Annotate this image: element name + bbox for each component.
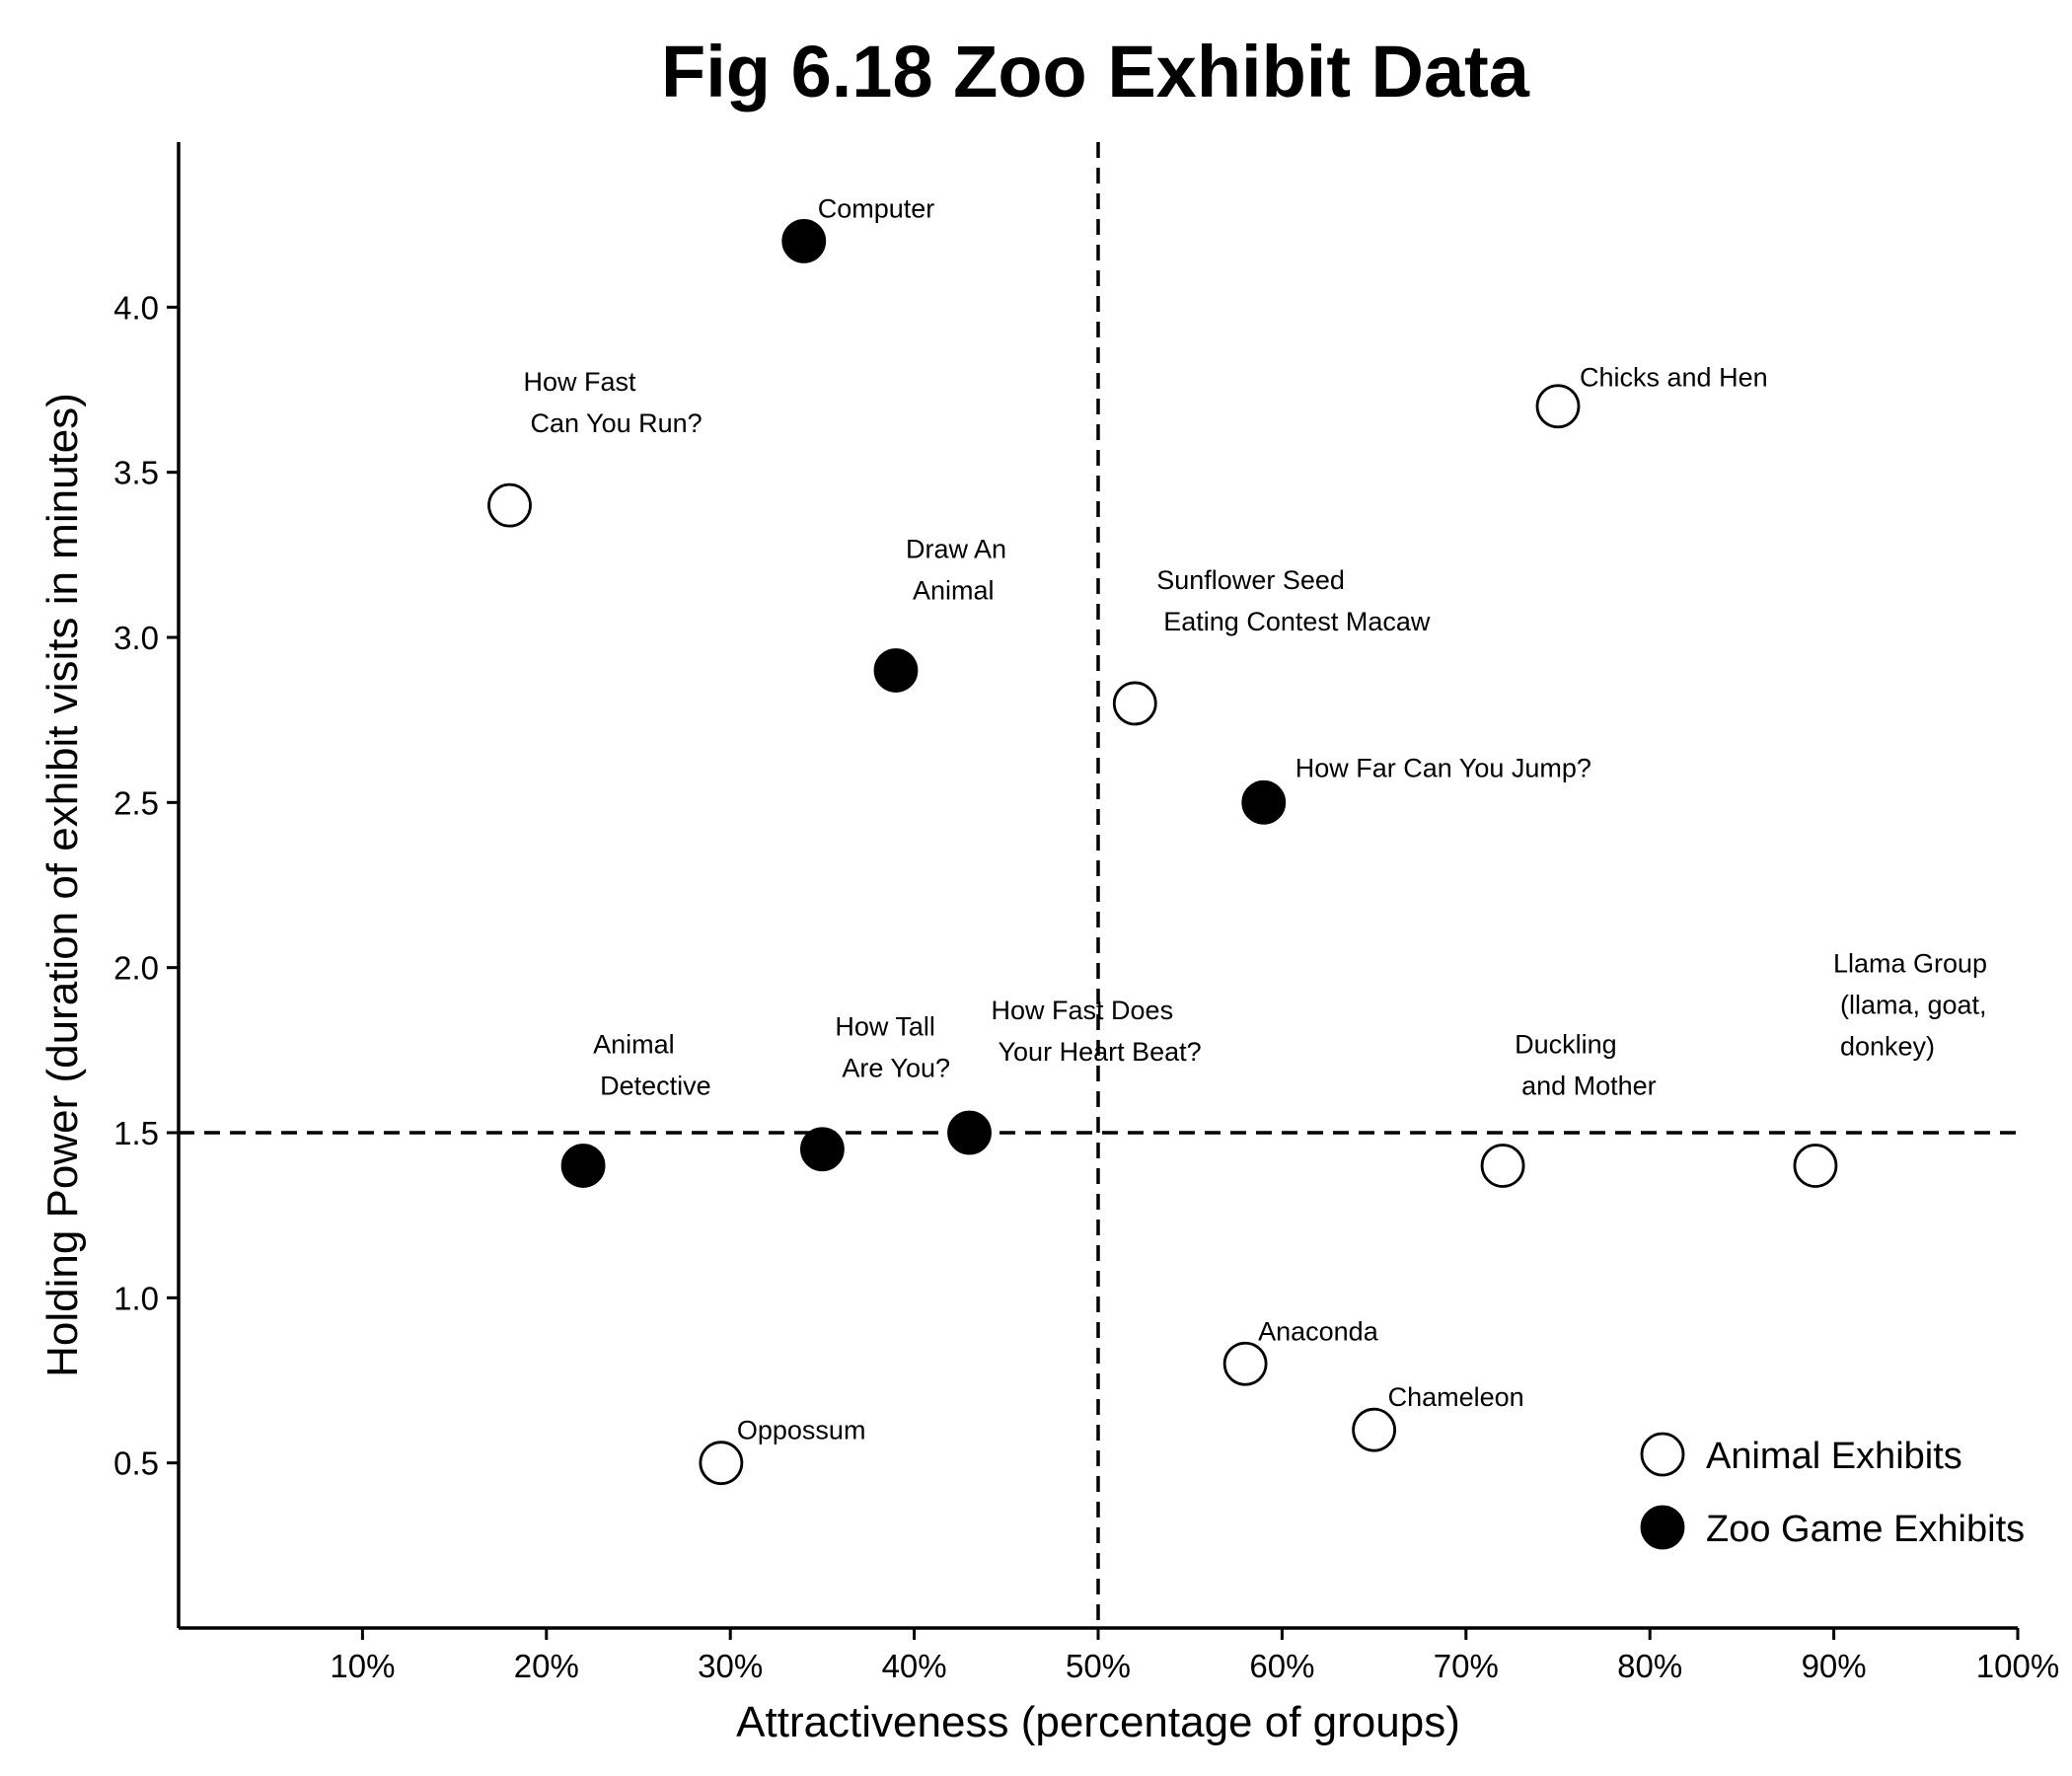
data-point-label-line: Draw An [906, 534, 1006, 563]
data-point-label-line: How Fast Does [992, 996, 1174, 1025]
data-point-label: Anaconda [1258, 1316, 1379, 1346]
zoo-game-exhibit-point [873, 648, 919, 693]
data-point-label-line: Llama Group [1833, 948, 1987, 978]
zoo-game-exhibit-point [560, 1144, 606, 1188]
x-tick-label: 30% [698, 1648, 763, 1684]
animal-exhibit-point [699, 1441, 744, 1486]
zoo-game-exhibit-point [800, 1127, 845, 1172]
animal-exhibit-point [487, 482, 532, 528]
zoo-game-exhibit-point [947, 1110, 992, 1155]
data-point-label-line: Sunflower Seed [1156, 565, 1345, 595]
legend-label-animal-exhibits: Animal Exhibits [1706, 1436, 1962, 1477]
data-point-label-line: (llama, goat, [1840, 990, 1987, 1019]
data-point-label-line: donkey) [1840, 1031, 1935, 1061]
animal-exhibit-point [1535, 384, 1581, 429]
data-point-label-line: Can You Run? [531, 408, 703, 438]
y-tick-label: 0.5 [113, 1445, 159, 1482]
data-point-label: Computer [818, 193, 935, 223]
data-point-label-line: Anaconda [1258, 1316, 1379, 1346]
x-axis-label: Attractiveness (percentage of groups) [736, 1698, 1460, 1746]
zoo-game-exhibit-point [781, 218, 827, 263]
data-point-labels: How Fast Can You Run? Chicks and Hen Sunflo… [524, 193, 1988, 1444]
data-point-label-line: Chicks and Hen [1580, 363, 1768, 393]
data-point-label-line: How Tall [835, 1012, 935, 1042]
x-tick-label: 20% [514, 1648, 579, 1684]
animal-exhibit-point [1480, 1144, 1525, 1188]
data-point-label: Llama Group (llama, goat, donkey) [1833, 948, 1987, 1061]
data-point-label-line: Oppossum [737, 1416, 866, 1445]
data-point-label: How Tall Are You? [835, 1012, 950, 1083]
animal-exhibit-point [1352, 1407, 1396, 1452]
data-point-label: How Fast Does Your Heart Beat? [992, 996, 1202, 1067]
y-tick-label: 1.5 [113, 1115, 159, 1151]
data-point-label-line: How Fast [524, 367, 637, 397]
x-tick-label: 80% [1617, 1648, 1682, 1684]
data-point-label-line: How Far Can You Jump? [1295, 753, 1591, 782]
data-point-label: How Far Can You Jump? [1295, 753, 1591, 782]
x-tick-label: 50% [1066, 1648, 1131, 1684]
zoo-game-exhibit-point [1241, 779, 1287, 825]
legend-marker-filled-circle [1640, 1505, 1685, 1550]
data-point-label-line: Detective [600, 1071, 711, 1100]
y-tick-label: 4.0 [113, 289, 159, 326]
legend-label-zoo-game-exhibits: Zoo Game Exhibits [1706, 1509, 2025, 1550]
x-tick-label: 70% [1434, 1648, 1499, 1684]
data-point-label: Animal Detective [593, 1029, 711, 1100]
x-tick-label: 40% [882, 1648, 947, 1684]
data-point-label-line: Are You? [842, 1054, 950, 1083]
x-tick-label: 90% [1802, 1648, 1867, 1684]
animal-exhibit-point [1112, 681, 1157, 726]
animal-exhibit-point [1222, 1341, 1268, 1386]
data-point-label: Draw An Animal [906, 534, 1006, 605]
data-point-label-line: Eating Contest Macaw [1163, 607, 1431, 636]
y-tick-label: 2.5 [113, 784, 159, 821]
x-axis-ticks: 10% 20% 30% 40% 50% 60% 70% 80% 90% 100% [330, 1628, 2059, 1684]
data-point-label: Duckling and Mother [1515, 1029, 1657, 1100]
y-axis-label: Holding Power (duration of exhibit visit… [38, 393, 87, 1377]
data-point-label-line: and Mother [1521, 1071, 1657, 1100]
data-point-label: How Fast Can You Run? [524, 367, 703, 438]
data-points [487, 218, 1838, 1486]
reference-lines [179, 142, 2018, 1628]
x-tick-label: 100% [1976, 1648, 2059, 1684]
x-tick-label: 60% [1249, 1648, 1314, 1684]
data-point-label-line: Chameleon [1388, 1382, 1524, 1412]
data-point-label-line: Computer [818, 193, 935, 223]
data-point-label-line: Animal [593, 1029, 675, 1059]
x-tick-label: 10% [330, 1648, 395, 1684]
y-axis-ticks: 0.5 1.0 1.5 2.0 2.5 3.0 3.5 4.0 [113, 289, 179, 1482]
animal-exhibit-point [1793, 1144, 1838, 1188]
chart-title: Fig 6.18 Zoo Exhibit Data [661, 31, 1530, 112]
data-point-label-line: Duckling [1515, 1029, 1617, 1059]
data-point-label: Sunflower Seed Eating Contest Macaw [1156, 565, 1431, 636]
data-point-label: Oppossum [737, 1416, 866, 1445]
legend-marker-open-circle [1640, 1432, 1685, 1477]
y-tick-label: 1.0 [113, 1280, 159, 1316]
y-tick-label: 2.0 [113, 950, 159, 987]
data-point-label-line: Animal [913, 575, 995, 605]
legend: Animal Exhibits Zoo Game Exhibits [1640, 1432, 2025, 1550]
y-tick-label: 3.0 [113, 620, 159, 656]
y-tick-label: 3.5 [113, 455, 159, 491]
data-point-label: Chameleon [1388, 1382, 1524, 1412]
data-point-label-line: Your Heart Beat? [999, 1037, 1202, 1067]
data-point-label: Chicks and Hen [1580, 363, 1768, 393]
